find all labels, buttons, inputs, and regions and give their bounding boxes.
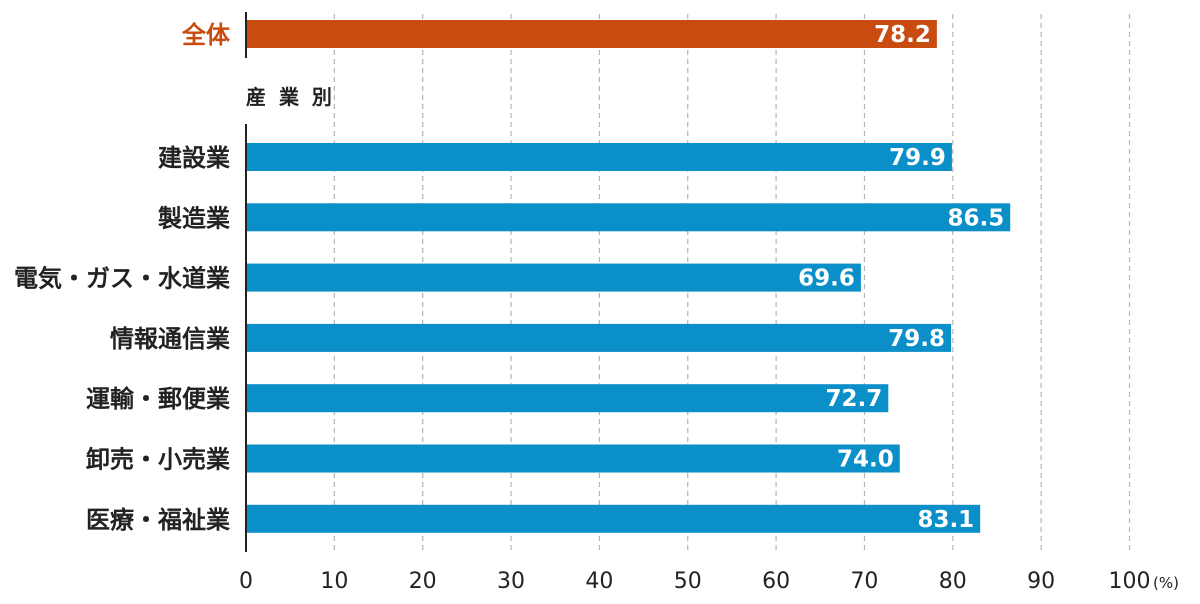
x-tick-label-10: 10 xyxy=(320,569,348,594)
value-label-5: 74.0 xyxy=(837,447,894,473)
bar-5 xyxy=(246,444,900,473)
value-label-4: 72.7 xyxy=(826,386,883,412)
category-label-total: 全体 xyxy=(181,21,231,49)
value-label-1: 86.5 xyxy=(947,205,1004,231)
bar-6 xyxy=(246,504,981,533)
x-tick-label-20: 20 xyxy=(409,569,437,594)
bar-3 xyxy=(246,323,952,352)
x-axis-unit-label: (%) xyxy=(1153,574,1179,592)
x-tick-label-40: 40 xyxy=(585,569,613,594)
x-tick-label-30: 30 xyxy=(497,569,525,594)
x-tick-label-90: 90 xyxy=(1027,569,1055,594)
section-label: 産 業 別 xyxy=(246,85,335,109)
x-tick-label-60: 60 xyxy=(762,569,790,594)
x-tick-label-0: 0 xyxy=(239,569,253,594)
bar-4 xyxy=(246,384,889,413)
x-tick-label-80: 80 xyxy=(939,569,967,594)
category-label-1: 製造業 xyxy=(158,204,230,232)
x-tick-label-50: 50 xyxy=(674,569,702,594)
x-tick-label-100: 100 xyxy=(1109,569,1151,594)
category-label-2: 電気・ガス・水道業 xyxy=(14,265,230,293)
category-label-3: 情報通信業 xyxy=(110,325,230,353)
bar-1 xyxy=(246,203,1011,232)
value-label-2: 69.6 xyxy=(798,266,855,292)
value-label-total: 78.2 xyxy=(874,22,931,48)
bar-total xyxy=(246,20,937,48)
bar-2 xyxy=(246,263,861,292)
category-label-5: 卸売・小売業 xyxy=(86,446,230,474)
value-label-0: 79.9 xyxy=(889,145,946,171)
category-label-4: 運輸・郵便業 xyxy=(86,385,230,413)
bar-0 xyxy=(246,143,952,171)
value-label-3: 79.8 xyxy=(888,326,945,352)
axes: 0 10 20 30 40 50 60 70 80 90 100 xyxy=(239,12,1151,594)
category-label-0: 建設業 xyxy=(158,144,230,172)
category-label-6: 医療・福祉業 xyxy=(86,506,230,534)
value-label-6: 83.1 xyxy=(917,507,974,533)
x-tick-label-70: 70 xyxy=(850,569,878,594)
bars xyxy=(246,20,1011,533)
labels: 産 業 別 (%) 78.2 全体 79.9 建設業 86.5 製造業 69.6 電気・ガス・… xyxy=(14,21,1179,592)
